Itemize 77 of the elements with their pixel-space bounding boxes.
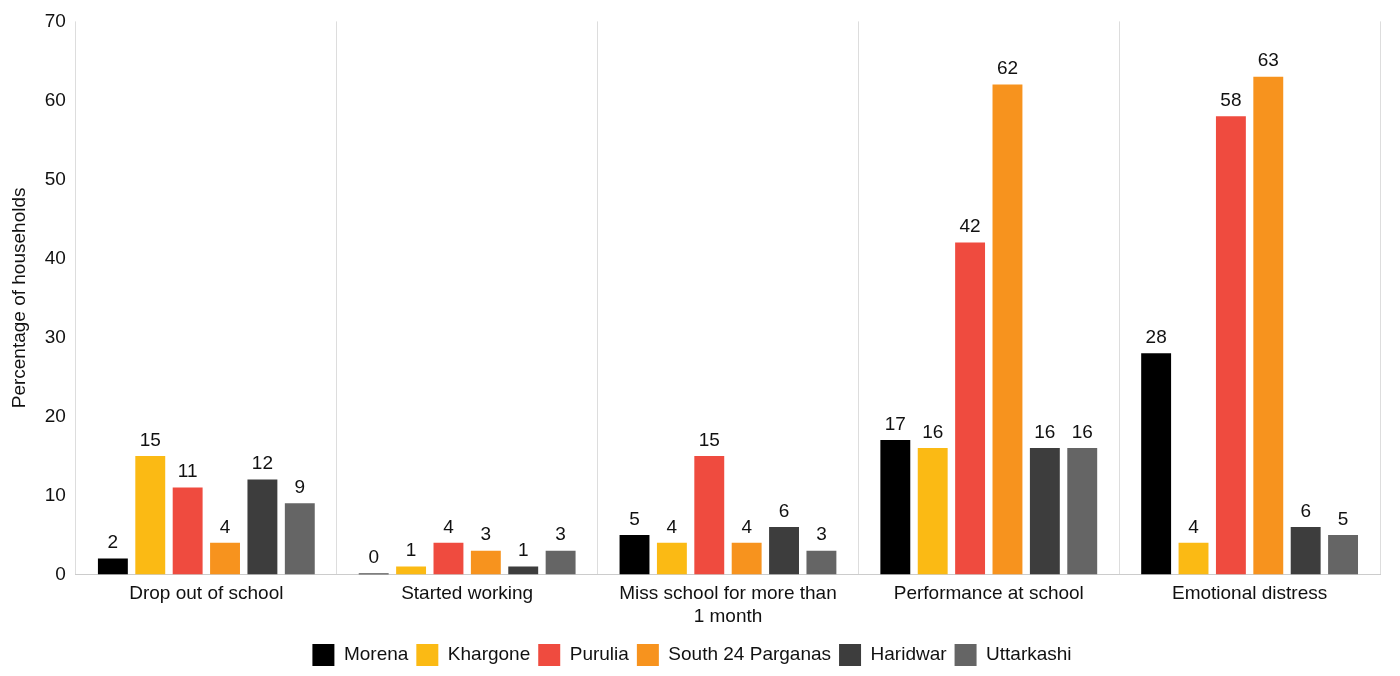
data-label: 12	[251, 452, 273, 474]
data-label: 62	[996, 57, 1019, 79]
bar	[1029, 448, 1060, 575]
bar	[880, 440, 911, 575]
data-label: 3	[480, 523, 492, 545]
legend-label: Haridwar	[870, 643, 948, 665]
bar	[172, 487, 203, 575]
data-label: 3	[816, 523, 827, 545]
data-label: 1	[517, 539, 529, 561]
bar	[955, 242, 986, 575]
bar	[731, 542, 762, 575]
y-tick-label: 30	[44, 325, 66, 347]
bar	[1067, 448, 1098, 575]
data-label: 11	[177, 460, 198, 482]
bar	[619, 534, 650, 575]
bar	[247, 479, 278, 575]
bar	[992, 84, 1023, 575]
data-label: 5	[1337, 507, 1349, 529]
bar	[656, 542, 687, 575]
data-label: 6	[778, 499, 790, 521]
data-label: 4	[741, 515, 753, 537]
bar	[97, 558, 128, 575]
data-label: 0	[368, 546, 379, 568]
x-tick-label: Drop out of school	[129, 582, 284, 604]
data-label: 16	[922, 420, 944, 442]
bar	[1328, 534, 1359, 575]
legend-label: Purulia	[569, 643, 630, 665]
data-label: 1	[405, 539, 417, 561]
bar	[210, 542, 240, 575]
data-label: 16	[1034, 420, 1056, 442]
legend-label: South 24 Parganas	[668, 643, 832, 665]
data-label: 16	[1071, 420, 1093, 442]
data-label: 3	[555, 523, 566, 545]
data-label: 4	[666, 515, 678, 537]
data-label: 2	[107, 531, 119, 553]
data-label: 4	[1188, 515, 1200, 537]
bar	[1253, 76, 1284, 575]
data-label: 17	[884, 412, 906, 434]
bar	[545, 550, 576, 575]
legend-label: Khargone	[447, 643, 531, 665]
data-label: 58	[1220, 88, 1242, 110]
bar	[135, 455, 166, 575]
data-label: 15	[139, 428, 161, 450]
y-tick-label: 20	[44, 404, 66, 426]
bar	[806, 550, 837, 575]
bar	[470, 550, 501, 575]
x-tick-label: Started working	[401, 582, 534, 604]
data-label: 6	[1300, 499, 1311, 521]
bar	[1290, 527, 1321, 575]
data-label: 4	[443, 515, 455, 537]
x-tick-label: Emotional distress	[1171, 582, 1328, 604]
bar	[433, 542, 464, 575]
y-tick-label: 70	[44, 9, 66, 31]
y-tick-label: 0	[55, 562, 66, 584]
legend-label: Morena	[343, 643, 409, 665]
data-label: 63	[1257, 49, 1279, 71]
y-axis-title: Percentage of households	[7, 187, 29, 409]
data-label: 15	[698, 428, 720, 450]
bar	[1141, 353, 1172, 575]
y-tick-label: 50	[44, 167, 66, 189]
bar	[284, 503, 315, 575]
data-label: 28	[1145, 325, 1167, 347]
data-label: 42	[959, 215, 981, 237]
y-tick-label: 60	[44, 88, 66, 110]
x-tick-label: Miss school for more than 1 month	[619, 582, 837, 626]
bar	[769, 527, 799, 575]
bar	[917, 448, 948, 575]
data-label: 5	[629, 507, 640, 529]
x-tick-label: Performance at school	[893, 582, 1084, 604]
data-label: 9	[294, 476, 306, 498]
bar	[1215, 116, 1246, 575]
legend-label: Uttarkashi	[986, 643, 1072, 665]
y-tick-label: 10	[44, 483, 66, 505]
bar	[694, 455, 725, 575]
y-tick-label: 40	[44, 246, 66, 268]
data-label: 4	[219, 515, 231, 537]
bar	[1178, 542, 1209, 575]
